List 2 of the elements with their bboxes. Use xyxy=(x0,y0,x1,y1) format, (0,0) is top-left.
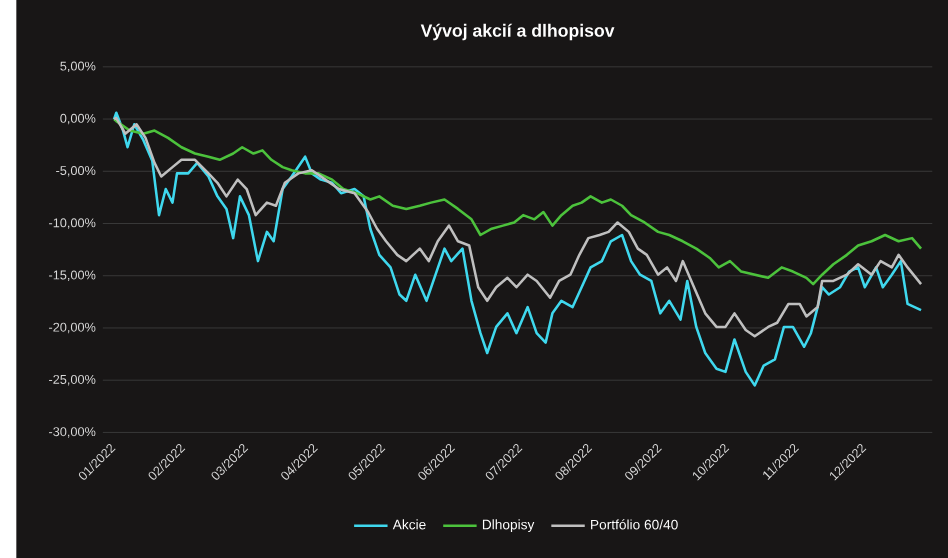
chart-title: Vývoj akcií a dlhopisov xyxy=(420,23,615,41)
line-series xyxy=(112,116,923,338)
